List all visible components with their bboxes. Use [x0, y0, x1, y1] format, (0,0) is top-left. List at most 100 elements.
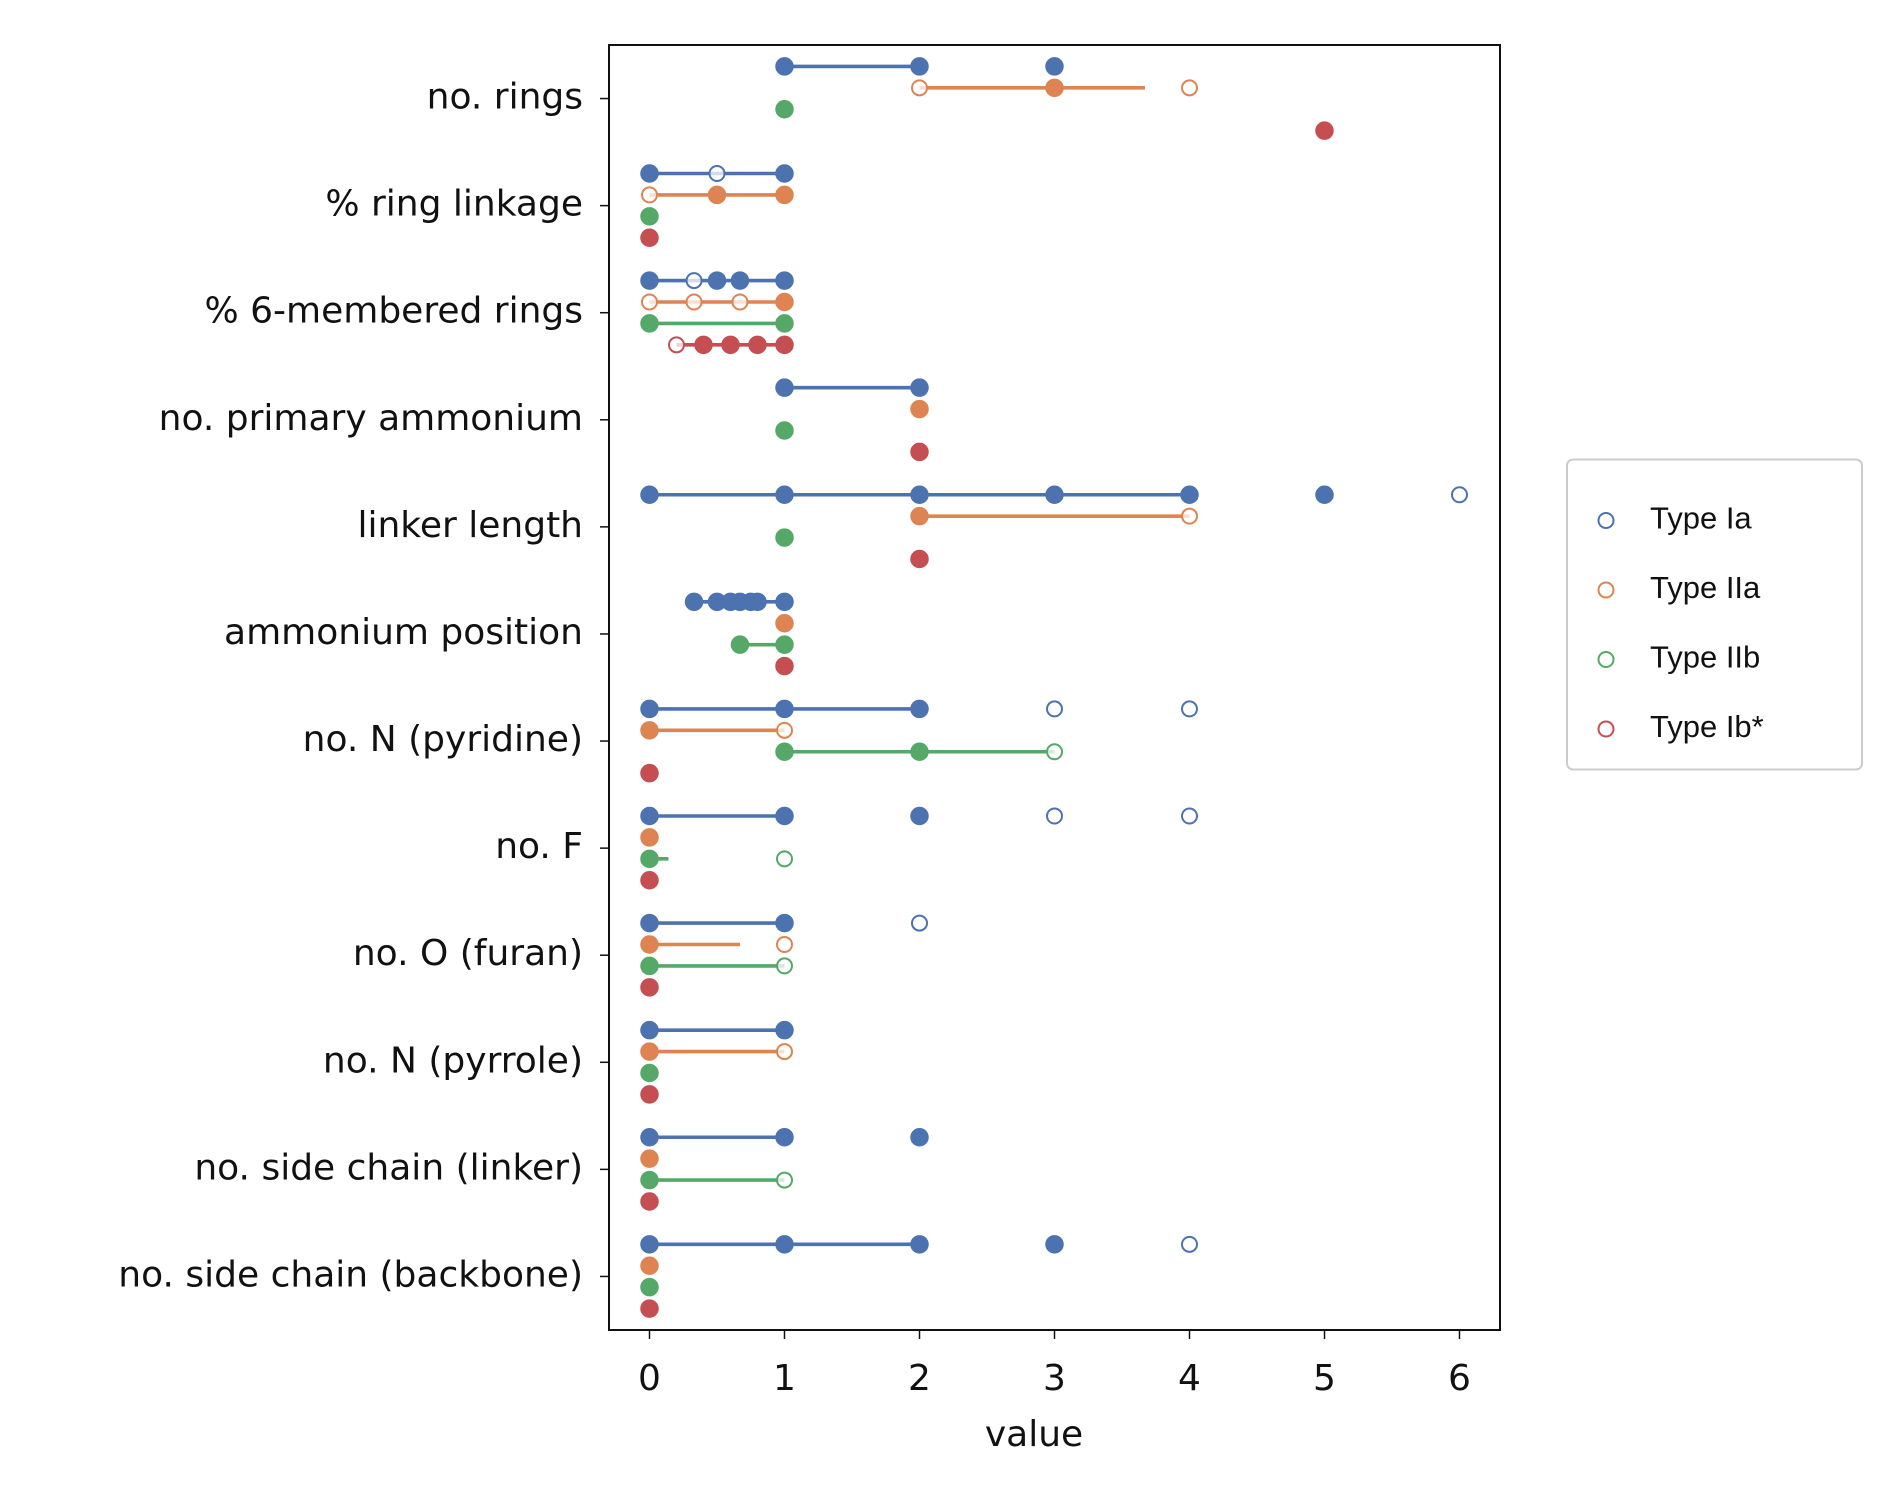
point: [775, 292, 794, 312]
y-tick-label: no. primary ammonium: [159, 398, 583, 439]
point: [910, 549, 929, 569]
point: [640, 1256, 659, 1275]
legend-marker: [1597, 651, 1615, 668]
legend-box: [1566, 458, 1863, 771]
point: [640, 1063, 659, 1083]
point: [1045, 1235, 1064, 1254]
legend-label: Type Ia: [1650, 501, 1752, 536]
point: [910, 442, 929, 462]
outlier: [1451, 486, 1468, 504]
x-tick-label: 6: [1448, 1358, 1471, 1399]
plot-frame: [608, 44, 1501, 1331]
y-tick-label: no. N (pyridine): [303, 719, 583, 760]
point: [910, 742, 929, 761]
point: [640, 1192, 659, 1211]
point: [640, 1235, 659, 1254]
point: [775, 271, 794, 290]
point: [730, 635, 750, 654]
point: [640, 207, 659, 226]
outlier: [641, 293, 658, 311]
point: [748, 592, 767, 612]
point: [775, 335, 794, 355]
point: [775, 1020, 794, 1040]
y-tick-label: no. side chain (linker): [194, 1147, 583, 1188]
x-tick-label: 1: [773, 1358, 796, 1399]
x-tick-label: 2: [908, 1358, 931, 1399]
point: [775, 57, 794, 76]
outlier: [1181, 1235, 1198, 1253]
outlier: [1181, 700, 1198, 718]
point: [775, 378, 794, 397]
point: [775, 421, 794, 440]
point: [910, 699, 929, 719]
point: [775, 528, 794, 547]
point: [640, 978, 659, 997]
y-tick-label: no. N (pyrrole): [323, 1040, 583, 1081]
point: [1315, 485, 1334, 504]
point: [640, 271, 659, 290]
y-tick-label: no. O (furan): [353, 933, 583, 974]
point: [775, 314, 794, 333]
point: [775, 913, 794, 933]
y-tick-label: linker length: [357, 505, 583, 546]
point: [640, 1170, 659, 1190]
point: [775, 485, 794, 504]
outlier: [1181, 507, 1198, 525]
point: [640, 956, 659, 976]
point: [640, 1128, 659, 1147]
point: [775, 699, 794, 719]
outlier: [685, 293, 703, 311]
point: [775, 1235, 794, 1254]
point: [640, 1149, 659, 1168]
point: [640, 913, 659, 933]
x-tick-label: 3: [1043, 1358, 1066, 1399]
point: [775, 185, 794, 205]
y-tick-label: no. rings: [427, 77, 583, 118]
outlier: [641, 186, 658, 204]
point: [707, 271, 727, 290]
point: [640, 1042, 659, 1061]
point: [640, 763, 659, 783]
point: [640, 1020, 659, 1040]
point: [1045, 485, 1064, 504]
x-tick-label: 0: [638, 1358, 661, 1399]
point: [640, 228, 659, 247]
point: [775, 635, 794, 654]
point: [640, 1277, 659, 1297]
legend-label: Type IIb: [1650, 640, 1760, 675]
point: [640, 485, 659, 504]
x-tick-label: 5: [1313, 1358, 1336, 1399]
point: [640, 721, 659, 740]
point: [910, 485, 929, 504]
point: [1045, 78, 1064, 98]
point: [910, 57, 929, 76]
legend-label: Type IIa: [1650, 570, 1761, 605]
point: [684, 592, 704, 612]
point: [730, 271, 750, 290]
outlier: [708, 165, 726, 182]
legend-label: Type Ib*: [1650, 709, 1764, 744]
legend-marker: [1597, 581, 1615, 599]
point: [694, 335, 713, 355]
outlier: [731, 293, 749, 311]
point: [775, 742, 794, 761]
point: [640, 1299, 659, 1318]
point: [775, 164, 794, 183]
point: [721, 335, 740, 355]
point: [910, 806, 929, 826]
legend-marker: [1597, 512, 1615, 529]
point: [640, 828, 659, 847]
x-axis-label: value: [985, 1414, 1083, 1455]
point: [748, 335, 767, 355]
outlier: [1046, 743, 1063, 761]
legend: Type Ia Type IIa Type IIb Type Ib*: [1566, 458, 1863, 771]
point: [910, 1235, 929, 1254]
legend-marker: [1597, 720, 1615, 738]
outlier: [776, 957, 793, 975]
y-tick-label: no. side chain (backbone): [118, 1254, 583, 1295]
outlier: [1181, 807, 1198, 825]
point: [775, 592, 794, 612]
point: [910, 399, 929, 419]
outlier: [776, 1043, 793, 1061]
